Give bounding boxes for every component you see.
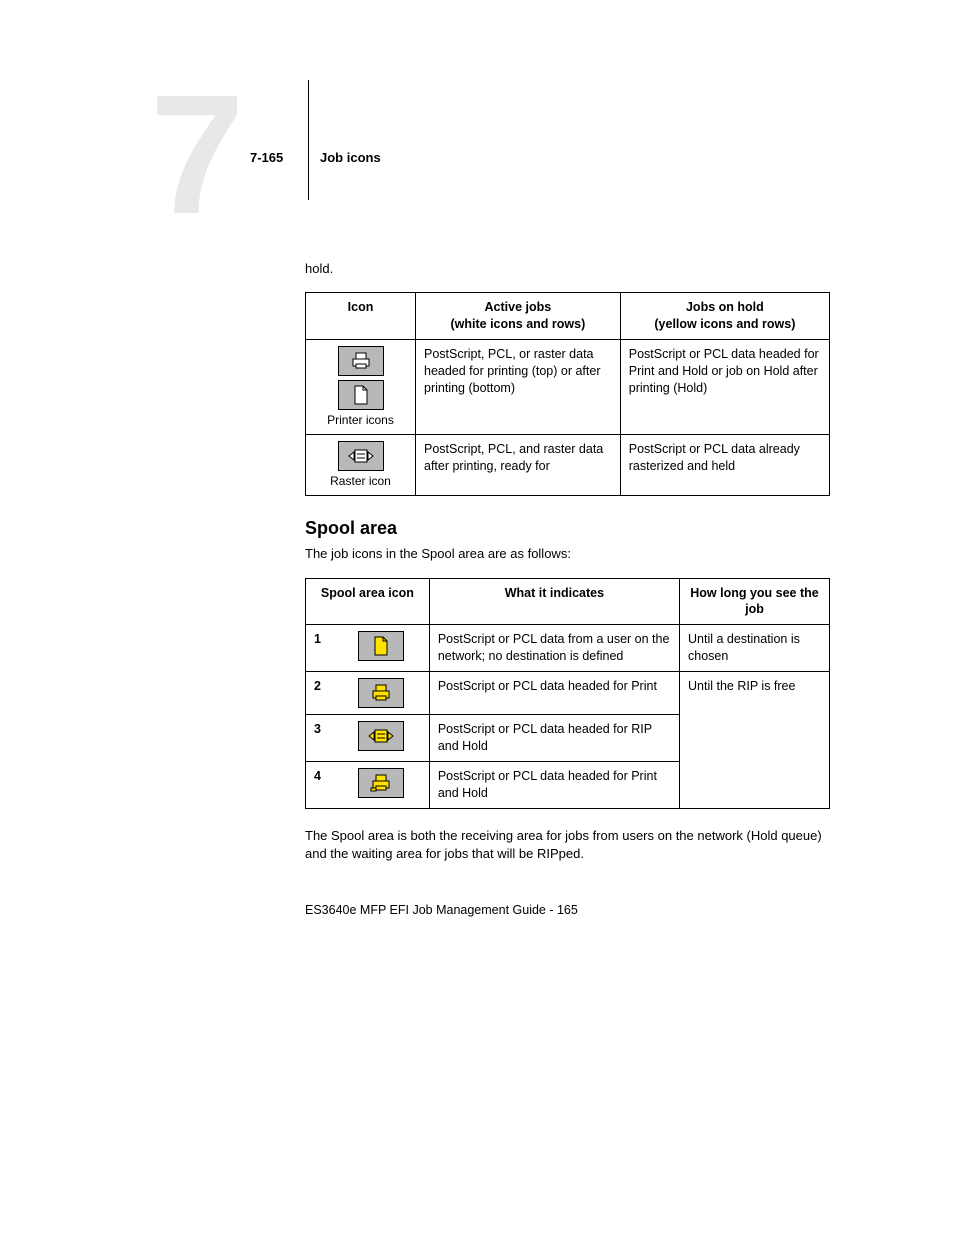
page-footer: ES3640e MFP EFI Job Management Guide - 1…: [305, 903, 830, 917]
raster-icon-label: Raster icon: [314, 473, 407, 489]
spool-icon-2: [334, 672, 430, 715]
cell-howlong: Until the RIP is free: [680, 672, 830, 809]
spool-heading: Spool area: [305, 518, 830, 539]
spool-icon-1: [334, 625, 430, 672]
th-icon: Icon: [306, 293, 416, 340]
cell-what: PostScript or PCL data headed for RIP an…: [429, 715, 679, 762]
cell-what: PostScript or PCL data from a user on th…: [429, 625, 679, 672]
spool-icon-4: [334, 761, 430, 808]
table-row: 1 PostScript or PCL data from a user on …: [306, 625, 830, 672]
raster-icon-cell: Raster icon: [306, 435, 416, 496]
th-hold: Jobs on hold (yellow icons and rows): [620, 293, 829, 340]
cell-hold: PostScript or PCL data already rasterize…: [620, 435, 829, 496]
page-ref: 7-165: [250, 150, 283, 165]
section-title: Job icons: [320, 150, 381, 165]
printer-yellow-icon: [358, 678, 404, 708]
raster-yellow-icon: [358, 721, 404, 751]
document-icon: [338, 380, 384, 410]
intro-tail-text: hold.: [305, 260, 830, 278]
document-yellow-icon: [358, 631, 404, 661]
table-row: 2 PostScript or PCL data headed for Prin…: [306, 672, 830, 715]
table-row: Raster icon PostScript, PCL, and raster …: [306, 435, 830, 496]
header-vertical-rule: [308, 80, 309, 200]
row-num: 4: [306, 761, 334, 808]
cell-howlong: Until a destination is chosen: [680, 625, 830, 672]
content-area: hold. Icon Active jobs (white icons and …: [305, 260, 830, 917]
cell-hold: PostScript or PCL data headed for Print …: [620, 339, 829, 434]
icon-table: Icon Active jobs (white icons and rows) …: [305, 292, 830, 496]
row-num: 3: [306, 715, 334, 762]
cell-what: PostScript or PCL data headed for Print: [429, 672, 679, 715]
page: 7 7-165 Job icons hold. Icon Active jobs…: [0, 0, 954, 977]
th-spool-icon: Spool area icon: [306, 578, 430, 625]
chapter-number-glyph: 7: [150, 70, 245, 240]
spool-intro: The job icons in the Spool area are as f…: [305, 545, 830, 563]
row-num: 1: [306, 625, 334, 672]
th-what: What it indicates: [429, 578, 679, 625]
cell-what: PostScript or PCL data headed for Print …: [429, 761, 679, 808]
cell-active: PostScript, PCL, and raster data after p…: [416, 435, 621, 496]
spool-outro: The Spool area is both the receiving are…: [305, 827, 830, 863]
spool-table: Spool area icon What it indicates How lo…: [305, 578, 830, 809]
th-howlong: How long you see the job: [680, 578, 830, 625]
printer-hold-yellow-icon: [358, 768, 404, 798]
spool-icon-3: [334, 715, 430, 762]
printer-icon: [338, 346, 384, 376]
table-row: Printer icons PostScript, PCL, or raster…: [306, 339, 830, 434]
printer-icons-label: Printer icons: [314, 412, 407, 428]
cell-active: PostScript, PCL, or raster data headed f…: [416, 339, 621, 434]
th-active: Active jobs (white icons and rows): [416, 293, 621, 340]
raster-icon: [338, 441, 384, 471]
row-num: 2: [306, 672, 334, 715]
printer-icons-cell: Printer icons: [306, 339, 416, 434]
